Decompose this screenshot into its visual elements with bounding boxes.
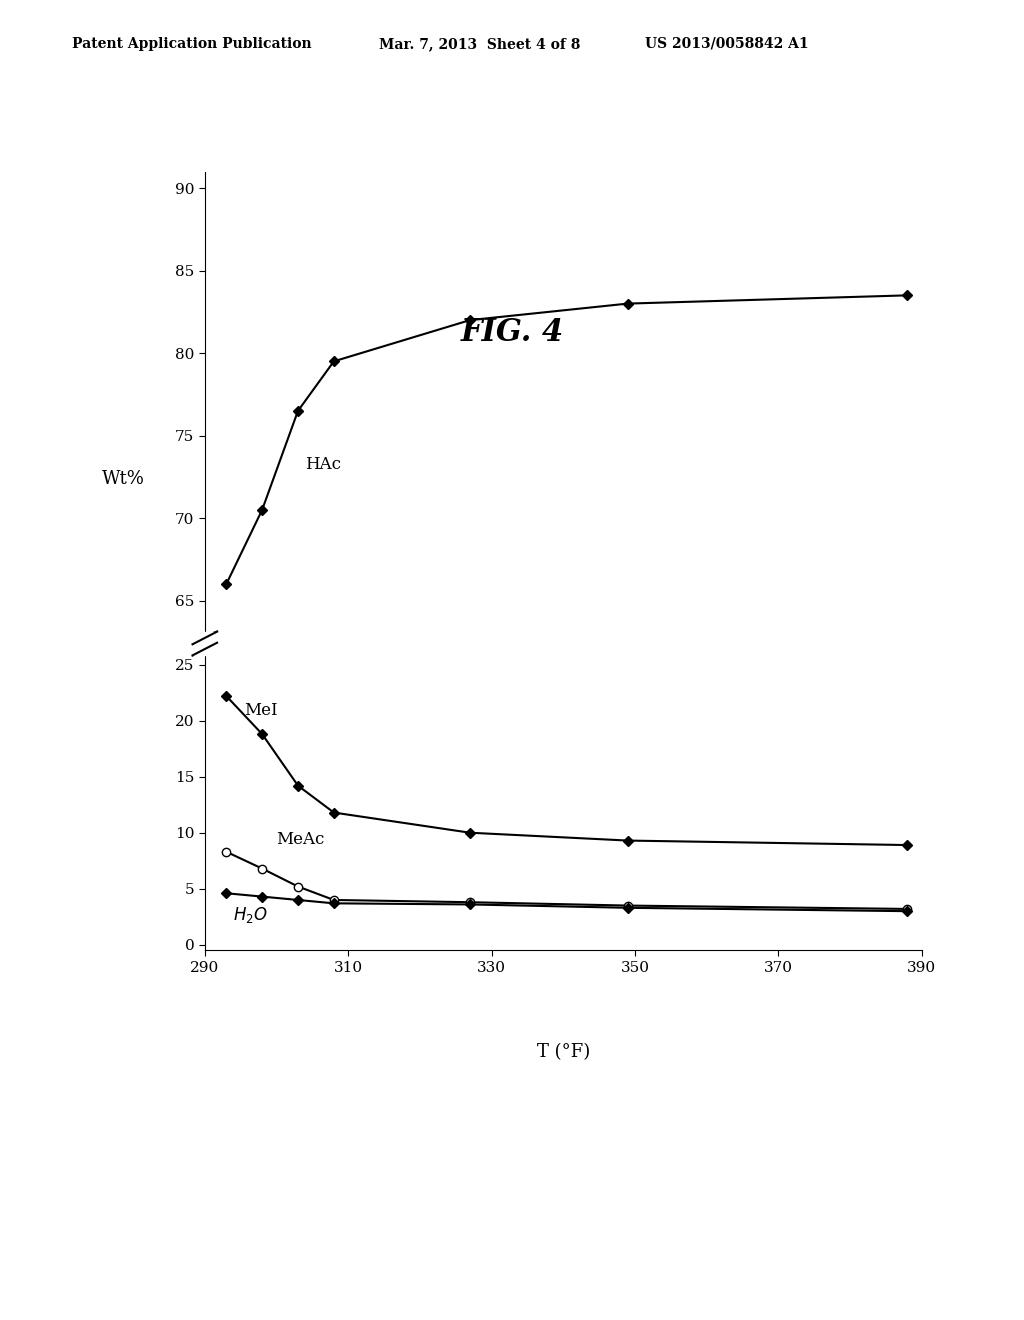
Text: Mar. 7, 2013  Sheet 4 of 8: Mar. 7, 2013 Sheet 4 of 8 [379, 37, 581, 51]
Text: $H_2O$: $H_2O$ [233, 906, 268, 925]
Text: MeI: MeI [244, 702, 278, 719]
Text: US 2013/0058842 A1: US 2013/0058842 A1 [645, 37, 809, 51]
Text: HAc: HAc [305, 455, 341, 473]
Text: FIG. 4: FIG. 4 [461, 317, 563, 347]
Text: MeAc: MeAc [276, 830, 325, 847]
Text: T (°F): T (°F) [537, 1043, 590, 1061]
Text: Patent Application Publication: Patent Application Publication [72, 37, 311, 51]
Text: Wt%: Wt% [101, 470, 144, 487]
